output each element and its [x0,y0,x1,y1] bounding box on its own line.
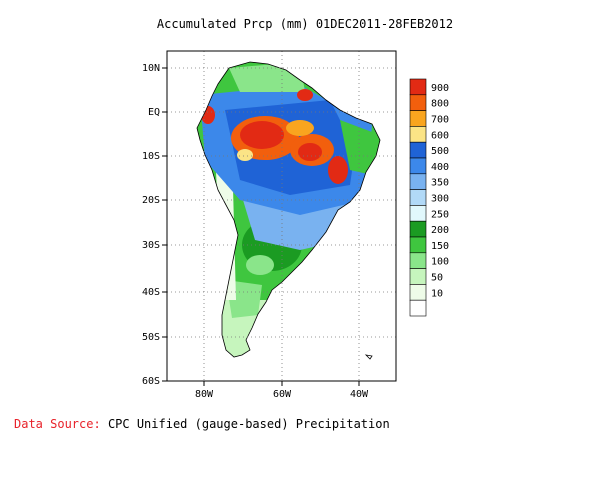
legend-label: 50 [431,273,443,284]
legend-swatch [409,94,427,111]
legend-label: 300 [431,194,449,205]
lat-label: 10S [142,151,160,162]
legend-label: 700 [431,115,449,126]
legend-label: 500 [431,146,449,157]
lat-label: 20S [142,195,160,206]
continent-outline [196,61,381,358]
lat-label: EQ [148,107,160,118]
legend-swatch [409,252,427,269]
lat-label: 10N [142,63,160,74]
legend-swatch [409,157,427,175]
heavy-900-west [240,121,284,149]
lon-label: 60W [273,389,292,400]
lon-label: 80W [195,389,214,400]
falklands-outline [364,354,373,360]
legend-swatch [409,126,427,143]
data-source: Data Source: CPC Unified (gauge-based) P… [14,417,390,431]
heavy-900-east [298,143,322,161]
lat-label: 50S [142,332,160,343]
lat-label: 40S [142,287,160,298]
legend-label: 250 [431,209,449,220]
data-source-label: Data Source: [14,417,101,431]
legend-label: 350 [431,178,449,189]
legend-swatch [409,220,427,238]
heavy-900-south [328,156,348,184]
legend-label: 200 [431,225,449,236]
legend-label: 800 [431,99,449,110]
legend-label: 900 [431,83,449,94]
lat-labels: 10N EQ 10S 20S 30S 40S 50S 60S [142,63,160,387]
lon-labels: 80W 60W 40W [195,389,369,400]
legend-swatch [409,236,427,254]
axis-tick-marks [162,67,360,386]
legend-swatch [409,205,427,222]
guiana-red [297,89,313,101]
northeast-green [340,120,380,175]
data-source-text: CPC Unified (gauge-based) Precipitation [107,417,390,431]
lat-label: 30S [142,240,160,251]
legend-label: 400 [431,162,449,173]
legend-label: 10 [431,288,443,299]
legend: 900 800 700 600 500 400 350 300 250 200 150 100 50 10 [409,78,449,317]
legend-label: 100 [431,257,449,268]
legend-swatch [409,110,427,127]
legend-swatch [409,173,427,190]
legend-swatch [409,299,427,317]
legend-swatch [409,78,427,96]
heavy-700 [286,120,314,136]
lat-label: 60S [142,376,160,387]
legend-swatch [409,141,427,159]
map-title: Accumulated Prcp (mm) 01DEC2011-28FEB201… [157,17,453,31]
legend-label: 150 [431,241,449,252]
legend-swatch [409,284,427,301]
heavy-600 [237,149,253,161]
legend-swatch [409,189,427,206]
legend-swatch [409,268,427,285]
lon-label: 40W [350,389,369,400]
pampas-light [246,255,274,275]
legend-label: 600 [431,130,449,141]
